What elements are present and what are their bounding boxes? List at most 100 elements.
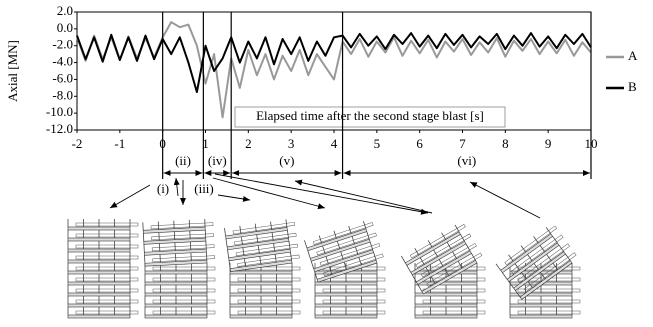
- floor-slab: [230, 293, 292, 296]
- floor: [145, 296, 215, 307]
- column: [418, 284, 422, 291]
- column: [304, 240, 306, 248]
- floor-slab: [415, 304, 477, 307]
- column: [241, 237, 242, 245]
- floor: [415, 296, 485, 307]
- floor: [315, 285, 385, 296]
- column: [370, 242, 372, 250]
- y-tick-label: -8.0: [52, 87, 73, 102]
- column: [260, 256, 261, 264]
- floor-slab: [68, 238, 130, 241]
- floor-slab: [68, 315, 130, 318]
- floor-slab-back: [153, 267, 215, 270]
- column: [287, 230, 288, 238]
- pointer-arrow: [470, 182, 540, 218]
- floor-slab-back: [323, 311, 385, 314]
- building: [143, 219, 215, 318]
- column: [502, 273, 507, 279]
- column: [243, 248, 244, 256]
- floor-slab: [145, 304, 207, 307]
- floor-slab-back: [153, 289, 215, 292]
- chart: Axial [MN] 2.00.0-2.0-4.0-6.0-8.0-10.0-1…: [0, 0, 653, 327]
- y-tick-label: -12.0: [46, 121, 73, 136]
- column: [352, 236, 354, 244]
- column: [453, 252, 457, 259]
- floor-slab: [315, 293, 377, 296]
- column: [415, 248, 419, 255]
- floor-slab-back: [76, 256, 138, 259]
- column: [289, 241, 290, 249]
- column: [534, 237, 539, 243]
- y-tick-label: 2.0: [57, 3, 73, 18]
- column: [359, 257, 361, 265]
- column: [566, 254, 571, 260]
- phase-label: (i): [157, 181, 169, 196]
- floor-slab: [315, 315, 377, 318]
- floor-slab: [227, 238, 289, 250]
- floor-slab-back: [518, 300, 580, 303]
- column: [308, 251, 310, 259]
- floor-slab: [68, 304, 130, 307]
- pointer-arrow: [213, 178, 325, 208]
- column: [559, 245, 564, 251]
- column: [240, 226, 241, 234]
- floor: [230, 274, 300, 285]
- column: [455, 225, 459, 232]
- floor: [68, 252, 138, 263]
- floor-slab-back: [76, 245, 138, 248]
- floor-slab: [68, 260, 130, 263]
- column: [547, 254, 552, 260]
- column: [412, 275, 416, 282]
- y-tick-label: 0.0: [57, 20, 73, 35]
- floor: [145, 274, 215, 285]
- floor-slab-back: [76, 267, 138, 270]
- phase-label: (iii): [194, 181, 214, 196]
- column: [407, 265, 411, 272]
- phase-label: (vi): [457, 153, 476, 168]
- column: [496, 264, 501, 270]
- floor-slab: [68, 282, 130, 285]
- column: [244, 259, 245, 267]
- x-tick-label: 5: [374, 136, 381, 151]
- column: [334, 231, 336, 239]
- column: [341, 252, 343, 260]
- floor-slab-back: [423, 311, 485, 314]
- floor-slab: [314, 250, 374, 272]
- column: [274, 243, 275, 251]
- floor-slab-back: [76, 300, 138, 303]
- floor-slab: [68, 293, 130, 296]
- pointer-arrow: [176, 178, 178, 196]
- column: [323, 246, 325, 254]
- floor: [68, 219, 138, 230]
- floor-slab: [510, 304, 572, 307]
- building: [304, 219, 385, 318]
- floor: [510, 307, 580, 318]
- building: [496, 223, 580, 318]
- column: [257, 235, 258, 243]
- column: [553, 263, 558, 269]
- floor-slab: [145, 293, 207, 296]
- column: [439, 259, 443, 266]
- column: [326, 256, 328, 264]
- column: [461, 234, 465, 241]
- phase-label: (iv): [208, 153, 227, 168]
- column: [434, 250, 438, 257]
- column: [258, 246, 259, 254]
- x-tick-label: 7: [459, 136, 466, 151]
- floor-slab: [145, 282, 207, 285]
- x-tick-label: 2: [245, 136, 252, 151]
- floor-slab-back: [323, 278, 385, 281]
- floor-slab-back: [423, 289, 485, 292]
- x-tick-label: 8: [502, 136, 509, 151]
- column: [319, 236, 321, 244]
- building: [68, 219, 138, 318]
- legend-label: B: [628, 79, 637, 94]
- column: [228, 250, 229, 258]
- floor-slab: [230, 304, 292, 307]
- floor-slab-back: [153, 311, 215, 314]
- floor-slab-back: [423, 300, 485, 303]
- floor-slab-back: [518, 311, 580, 314]
- column: [229, 261, 230, 269]
- column: [224, 228, 225, 236]
- floor: [143, 219, 213, 234]
